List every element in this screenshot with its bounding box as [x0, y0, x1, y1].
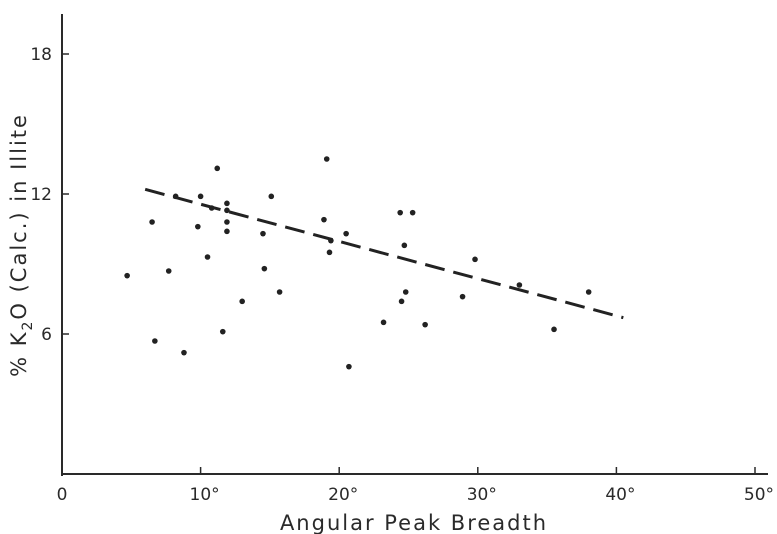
data-point-5: [181, 349, 187, 356]
axes: [61, 14, 768, 476]
data-point-7: [197, 193, 204, 200]
data-point-10: [214, 165, 221, 172]
data-point-4: [172, 193, 179, 200]
y-axis-title-part-1: % K: [7, 331, 31, 377]
data-point-38: [585, 289, 592, 295]
y-axis-title-subscript: 2: [20, 320, 36, 331]
data-point-20: [276, 289, 283, 295]
data-point-0: [124, 272, 130, 279]
trendline: [144, 187, 624, 320]
x-axis-title: Angular Peak Breadth: [280, 511, 548, 534]
origin-label: 0: [57, 485, 68, 505]
data-point-15: [224, 228, 230, 235]
data-point-11: [219, 328, 226, 335]
data-point-22: [323, 156, 330, 162]
data-point-27: [380, 319, 387, 326]
data-point-31: [402, 289, 409, 295]
data-point-29: [398, 298, 405, 305]
data-point-21: [321, 216, 327, 223]
data-points: [124, 156, 592, 370]
data-point-14: [224, 219, 230, 225]
data-point-34: [459, 293, 466, 300]
data-point-12: [224, 200, 230, 207]
x-tick-label-4: 50°: [744, 485, 774, 505]
data-point-19: [268, 193, 275, 200]
data-point-37: [551, 326, 557, 333]
x-tick-label-1: 20°: [328, 485, 358, 505]
data-point-26: [346, 363, 352, 370]
tick-group: 6 12 18 10° 20° 30° 40° 50°: [30, 45, 774, 505]
x-tick-label-3: 40°: [605, 485, 635, 505]
data-point-3: [165, 268, 172, 274]
y-tick-label-2: 18: [30, 45, 52, 65]
x-tick-label-0: 10°: [190, 485, 220, 505]
data-point-32: [409, 209, 416, 216]
data-point-33: [422, 321, 428, 328]
data-point-28: [397, 209, 403, 216]
data-point-17: [260, 230, 266, 237]
data-point-9: [208, 205, 215, 211]
data-point-35: [472, 256, 478, 263]
data-point-2: [152, 338, 158, 344]
data-point-8: [204, 254, 211, 260]
y-tick-label-1: 12: [30, 185, 52, 205]
y-axis-title-part-2: O (Calc.) in Illite: [7, 113, 31, 320]
data-point-23: [326, 249, 333, 256]
data-point-25: [343, 230, 349, 237]
trendline-group: [144, 187, 624, 320]
y-tick-label-0: 6: [41, 325, 52, 345]
data-point-18: [261, 265, 268, 272]
data-point-13: [224, 207, 230, 214]
data-point-36: [516, 282, 523, 288]
data-point-16: [239, 298, 245, 305]
data-point-6: [195, 223, 201, 230]
y-axis-title: % K2O (Calc.) in Illite: [7, 113, 36, 377]
data-point-1: [149, 219, 155, 225]
data-point-24: [328, 237, 334, 244]
x-tick-label-2: 30°: [467, 485, 497, 505]
data-point-30: [401, 242, 408, 249]
